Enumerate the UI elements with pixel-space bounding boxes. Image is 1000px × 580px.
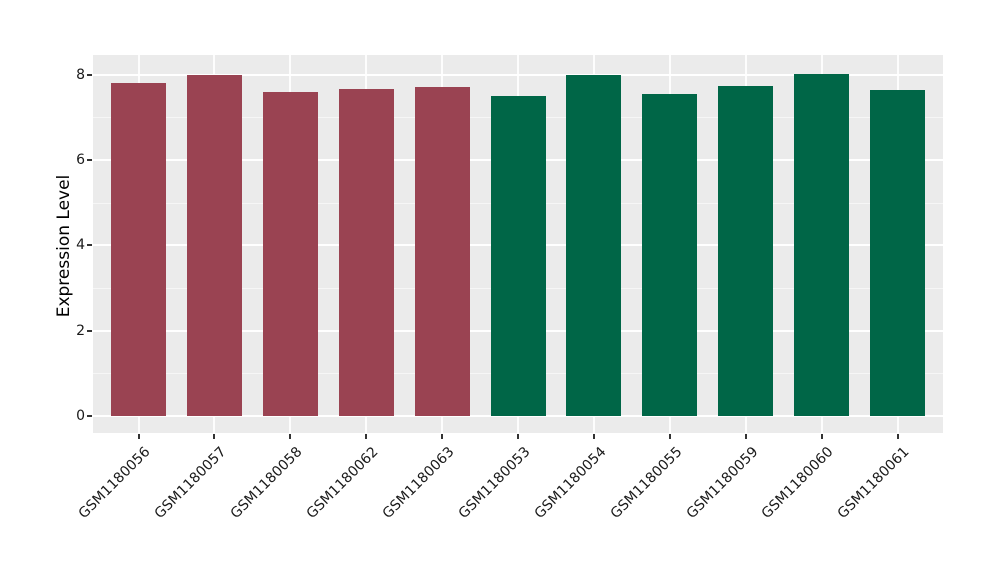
y-axis-title: Expression Level <box>54 174 74 318</box>
x-tick-label: GSM1180060 <box>759 444 837 522</box>
bar <box>794 73 850 416</box>
x-tick-mark <box>441 434 444 439</box>
y-tick-label: 0 <box>76 408 85 424</box>
plot-panel <box>93 55 943 433</box>
bar <box>414 87 470 416</box>
bar <box>111 83 166 416</box>
x-tick-label: GSM1180057 <box>151 444 230 522</box>
bar <box>566 74 622 416</box>
major-gridline <box>93 415 943 417</box>
x-tick-mark <box>896 434 899 439</box>
y-tick-mark <box>87 73 92 76</box>
x-tick-label: GSM1180055 <box>607 444 686 522</box>
y-tick-label: 6 <box>76 151 85 168</box>
bar <box>338 89 394 416</box>
x-tick-label: GSM1180053 <box>455 444 534 522</box>
x-tick-mark <box>668 434 671 439</box>
y-tick-label: 4 <box>76 237 85 254</box>
bar <box>642 94 698 416</box>
x-tick-label: GSM1180054 <box>531 444 610 522</box>
x-tick-label: GSM1180063 <box>379 444 458 522</box>
y-tick-mark <box>87 244 92 247</box>
x-tick-label: GSM1180059 <box>683 444 762 522</box>
x-tick-mark <box>744 434 747 439</box>
major-gridline <box>93 73 943 76</box>
bar <box>870 90 925 416</box>
y-tick-label: 2 <box>76 322 85 339</box>
x-tick-label: GSM1180061 <box>834 444 913 522</box>
y-tick-mark <box>87 329 92 332</box>
y-tick-label: 8 <box>76 66 85 83</box>
x-tick-mark <box>365 434 368 439</box>
x-tick-mark <box>517 434 519 439</box>
x-tick-mark <box>137 434 140 439</box>
x-tick-mark <box>592 434 595 439</box>
x-tick-label: GSM1180058 <box>227 444 306 522</box>
y-tick-mark <box>87 415 92 417</box>
x-tick-mark <box>213 434 216 439</box>
x-tick-mark <box>820 434 823 439</box>
bar <box>490 96 546 416</box>
x-tick-label: GSM1180056 <box>75 444 154 522</box>
bar <box>186 75 242 416</box>
x-tick-label: GSM1180062 <box>303 444 382 522</box>
bar <box>718 86 774 416</box>
x-tick-mark <box>289 434 292 439</box>
y-tick-mark <box>87 158 92 161</box>
bar <box>262 92 318 416</box>
